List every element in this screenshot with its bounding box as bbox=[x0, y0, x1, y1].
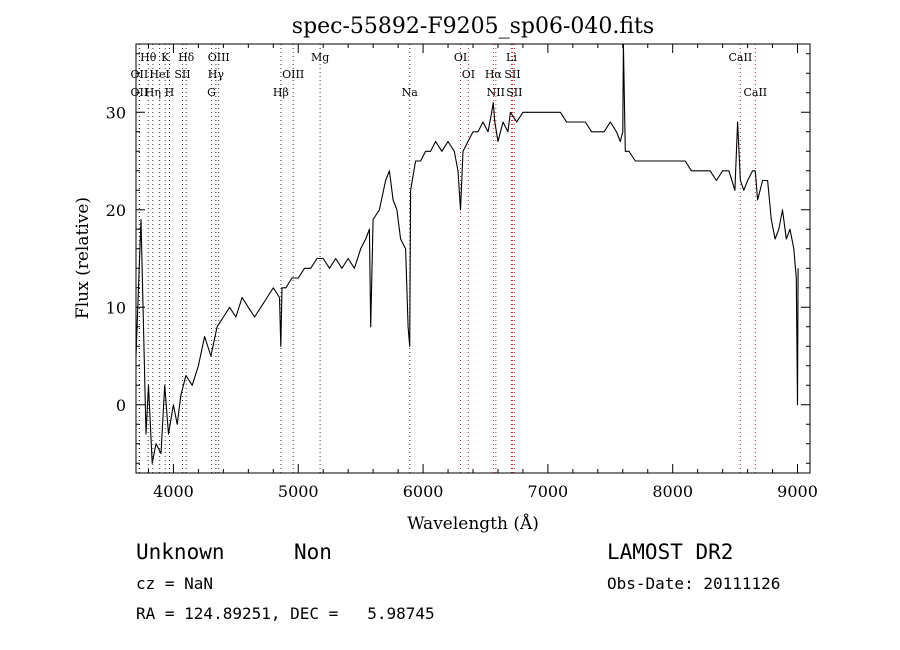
line-marker-label: SII bbox=[504, 68, 520, 81]
line-marker-label: G bbox=[207, 86, 216, 99]
line-marker-label: Hγ bbox=[208, 68, 225, 81]
x-tick-label: 4000 bbox=[153, 482, 194, 501]
line-marker-label: Hθ bbox=[140, 51, 157, 64]
survey-text: LAMOST DR2 bbox=[607, 540, 734, 564]
spectrum-series bbox=[135, 43, 799, 464]
x-tick-label: 5000 bbox=[278, 482, 319, 501]
y-tick-label: 30 bbox=[106, 103, 126, 122]
y-axis-label: Flux (relative) bbox=[73, 197, 93, 319]
line-marker-label: OI bbox=[462, 68, 475, 81]
chart-title: spec-55892-F9205_sp06-040.fits bbox=[292, 14, 654, 39]
y-axis-ticks: 0 10 20 30 bbox=[106, 53, 810, 464]
x-axis-ticks: 4000 5000 6000 7000 8000 9000 bbox=[147, 44, 818, 501]
subclass-text: Non bbox=[294, 540, 332, 564]
line-marker-label: Hδ bbox=[178, 51, 195, 64]
x-axis-label: Wavelength (Å) bbox=[407, 513, 539, 534]
x-tick-label: 6000 bbox=[403, 482, 444, 501]
line-marker-label: OII bbox=[131, 68, 149, 81]
line-marker-label: Mg bbox=[311, 51, 329, 64]
x-tick-label: 9000 bbox=[777, 482, 818, 501]
x-tick-label: 7000 bbox=[528, 482, 569, 501]
classification-text: Unknown bbox=[136, 540, 225, 564]
line-marker-label: SII bbox=[174, 68, 190, 81]
line-marker-label: OIII bbox=[208, 51, 230, 64]
line-marker-label: H bbox=[165, 86, 175, 99]
line-marker-label: K bbox=[161, 51, 170, 64]
y-tick-label: 10 bbox=[106, 298, 126, 317]
coordinates-text: RA = 124.89251, DEC = 5.98745 bbox=[136, 604, 435, 623]
line-marker-label: SII bbox=[506, 86, 522, 99]
line-marker-label: CaII bbox=[729, 51, 753, 64]
line-marker-label: Na bbox=[402, 86, 419, 99]
line-marker-label: CaII bbox=[743, 86, 767, 99]
line-marker-label: OIII bbox=[282, 68, 304, 81]
x-tick-label: 8000 bbox=[652, 482, 693, 501]
line-marker-label: HeI bbox=[149, 68, 169, 81]
y-tick-label: 20 bbox=[106, 201, 126, 220]
line-marker-label: Hη bbox=[145, 86, 161, 99]
line-marker-label: Hα bbox=[485, 68, 503, 81]
spectrum-line bbox=[135, 43, 799, 464]
redshift-text: cz = NaN bbox=[136, 574, 214, 593]
line-marker-label: NII bbox=[487, 86, 505, 99]
line-marker-label: Li bbox=[506, 51, 517, 64]
obs-date-text: Obs-Date: 20111126 bbox=[607, 574, 781, 593]
plot-frame bbox=[135, 43, 811, 474]
spectral-line-markers bbox=[138, 44, 756, 473]
y-tick-label: 0 bbox=[116, 396, 126, 415]
line-marker-label: Hβ bbox=[273, 86, 289, 99]
line-marker-label: OI bbox=[454, 51, 467, 64]
